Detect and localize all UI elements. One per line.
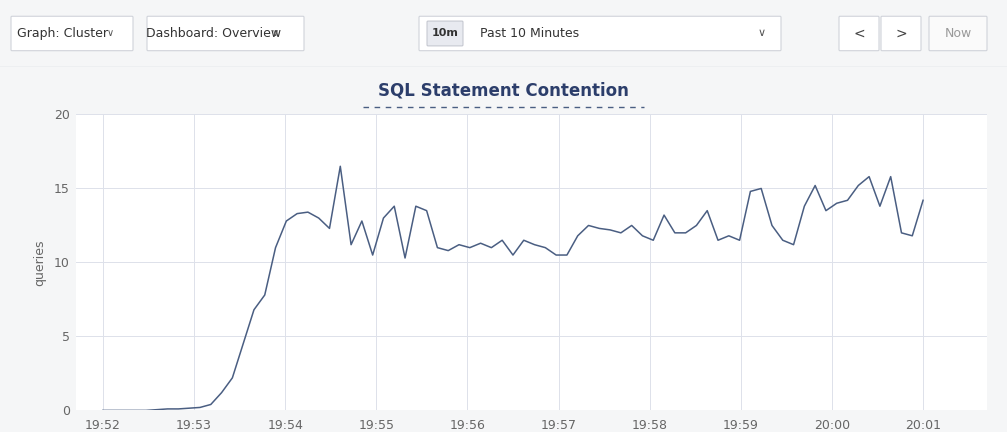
FancyBboxPatch shape [147, 16, 304, 51]
Text: <: < [853, 26, 865, 41]
Text: ∨: ∨ [107, 29, 114, 38]
FancyBboxPatch shape [427, 21, 463, 46]
Y-axis label: queries: queries [33, 239, 45, 286]
Text: ∨: ∨ [758, 29, 766, 38]
Text: SQL Statement Contention: SQL Statement Contention [378, 82, 629, 100]
Text: Past 10 Minutes: Past 10 Minutes [480, 27, 580, 40]
Text: Graph: Cluster: Graph: Cluster [17, 27, 108, 40]
Text: Now: Now [945, 27, 972, 40]
Text: >: > [895, 26, 907, 41]
FancyBboxPatch shape [929, 16, 987, 51]
FancyBboxPatch shape [11, 16, 133, 51]
Text: ∨: ∨ [272, 29, 279, 38]
FancyBboxPatch shape [839, 16, 879, 51]
FancyBboxPatch shape [419, 16, 781, 51]
Text: Dashboard: Overview: Dashboard: Overview [146, 27, 281, 40]
FancyBboxPatch shape [881, 16, 921, 51]
Text: 10m: 10m [432, 29, 458, 38]
